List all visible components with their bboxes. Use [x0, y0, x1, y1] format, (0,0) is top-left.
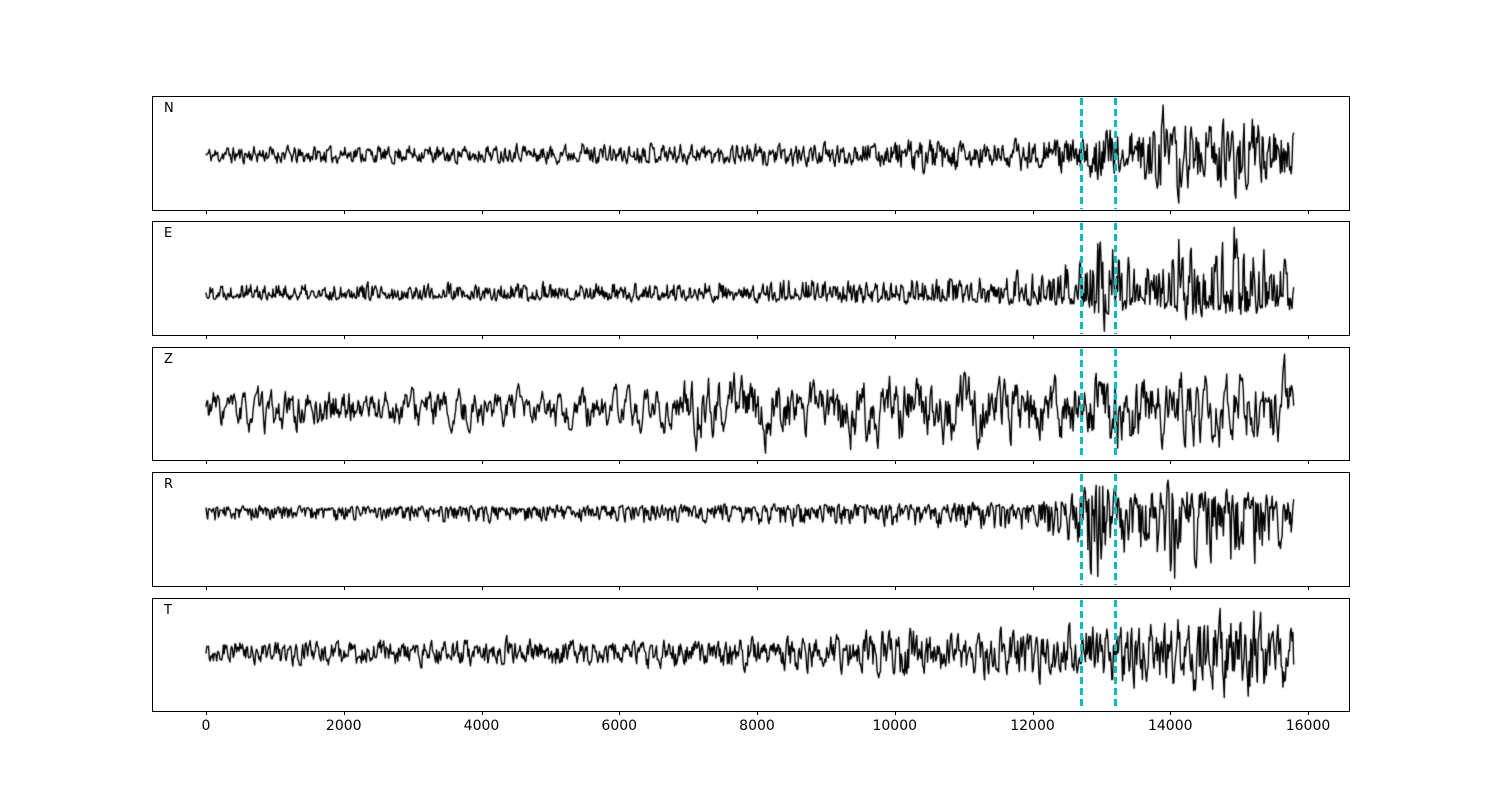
x-tick	[206, 209, 207, 214]
panel-Z: Z	[152, 346, 1350, 465]
waveform-trace-Z	[153, 347, 1349, 461]
x-tick	[894, 334, 896, 339]
x-tick	[206, 585, 207, 590]
pick-line-1	[1079, 599, 1083, 711]
x-tick	[343, 585, 345, 590]
x-tick	[1032, 460, 1034, 465]
x-tick	[757, 460, 758, 465]
pick-line-1	[1079, 223, 1083, 334]
x-tick-label: 6000	[601, 718, 638, 734]
panel-T: T	[152, 597, 1350, 716]
x-tick	[894, 209, 896, 214]
x-tick	[1170, 460, 1172, 465]
x-tick	[894, 460, 896, 465]
panel-label: E	[164, 226, 173, 242]
x-tick-label: 16000	[1285, 718, 1331, 734]
pick-line-2	[1113, 599, 1117, 711]
x-tick	[894, 711, 896, 716]
panel-E: E	[152, 221, 1350, 339]
x-tick	[1170, 585, 1172, 590]
x-tick-label: 8000	[739, 718, 775, 734]
pick-line-1	[1079, 474, 1083, 585]
x-tick-label: 12000	[1010, 718, 1055, 734]
panel-R: R	[152, 472, 1350, 590]
pick-line-1	[1079, 348, 1083, 460]
x-tick	[619, 334, 621, 339]
x-axis-tick-labels: 0 2000 4000 6000 8000 10000 12000 14000 16000	[0, 718, 1500, 738]
x-tick	[1308, 334, 1309, 339]
x-tick-label: 0	[201, 718, 211, 734]
panel-N: N	[152, 96, 1350, 214]
x-tick	[343, 460, 345, 465]
x-tick	[1032, 334, 1034, 339]
x-tick	[481, 209, 483, 214]
waveform-trace-N	[153, 97, 1349, 210]
waveform-trace-E	[153, 222, 1349, 335]
x-tick	[1032, 209, 1034, 214]
x-tick	[1308, 209, 1309, 214]
x-tick	[894, 585, 896, 590]
panel-label: R	[164, 477, 174, 493]
x-tick	[343, 334, 345, 339]
panel-label: T	[164, 602, 172, 618]
x-tick	[619, 711, 621, 716]
x-tick	[1308, 460, 1309, 465]
waveform-trace-R	[153, 473, 1349, 586]
panel-label: Z	[164, 351, 173, 367]
x-tick-label: 2000	[325, 718, 362, 734]
x-tick	[1308, 585, 1309, 590]
x-tick	[481, 585, 483, 590]
panel-label: N	[164, 101, 174, 116]
x-tick	[1032, 585, 1034, 590]
x-tick	[619, 585, 621, 590]
x-tick	[757, 711, 758, 716]
x-tick-label: 14000	[1147, 718, 1193, 734]
x-tick-label: 10000	[872, 718, 918, 734]
pick-line-2	[1113, 474, 1117, 585]
x-tick	[757, 209, 758, 214]
waveform-trace-T	[153, 598, 1349, 712]
pick-line-2	[1113, 348, 1117, 460]
x-tick	[757, 585, 758, 590]
x-tick	[1170, 334, 1172, 339]
x-tick	[619, 209, 621, 214]
x-tick	[1032, 711, 1034, 716]
x-tick	[481, 460, 483, 465]
x-tick	[206, 334, 207, 339]
x-tick	[757, 334, 758, 339]
x-tick-label: 4000	[463, 718, 500, 734]
pick-line-2	[1113, 98, 1117, 209]
x-tick	[1170, 711, 1172, 716]
x-tick	[206, 711, 207, 716]
pick-line-1	[1079, 98, 1083, 209]
x-tick	[481, 334, 483, 339]
pick-line-2	[1113, 223, 1117, 334]
x-tick	[343, 711, 345, 716]
x-tick	[1170, 209, 1172, 214]
x-tick	[1308, 711, 1309, 716]
x-tick	[343, 209, 345, 214]
x-tick	[619, 460, 621, 465]
x-tick	[481, 711, 483, 716]
x-tick	[206, 460, 207, 465]
